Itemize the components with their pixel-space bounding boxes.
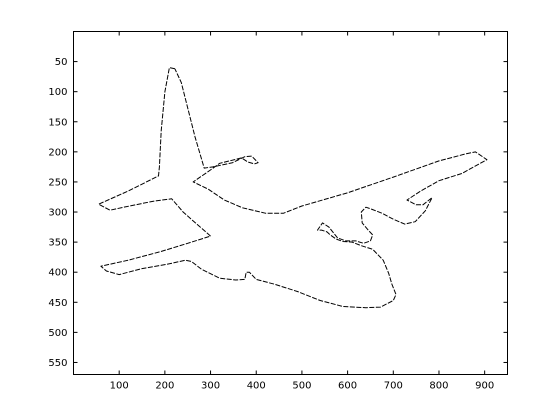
y-tick-label: 250 [48, 177, 67, 188]
x-tick-label: 200 [155, 381, 174, 392]
x-tick-label: 400 [247, 381, 266, 392]
x-tick-label: 900 [475, 381, 494, 392]
y-axis: 50 100 150 200 250 300 350 400 450 500 550 [48, 57, 508, 369]
y-tick-label: 100 [48, 87, 67, 98]
x-tick-label: 600 [338, 381, 357, 392]
y-tick-label: 300 [48, 208, 67, 219]
y-tick-label: 200 [48, 147, 67, 158]
y-tick-label: 50 [55, 57, 68, 68]
x-tick-label: 300 [201, 381, 220, 392]
y-tick-label: 500 [48, 328, 67, 339]
y-tick-label: 150 [48, 117, 67, 128]
y-tick-label: 350 [48, 238, 67, 249]
x-tick-label: 800 [429, 381, 448, 392]
y-tick-label: 400 [48, 268, 67, 279]
x-tick-label: 700 [384, 381, 403, 392]
x-tick-label: 100 [110, 381, 129, 392]
x-axis: 100 200 300 400 500 600 700 800 900 [110, 31, 494, 392]
x-tick-label: 500 [292, 381, 311, 392]
plot-area-frame [73, 31, 508, 375]
y-tick-label: 550 [48, 358, 67, 369]
y-tick-label: 450 [48, 298, 67, 309]
airplane-outline-series [98, 67, 488, 309]
